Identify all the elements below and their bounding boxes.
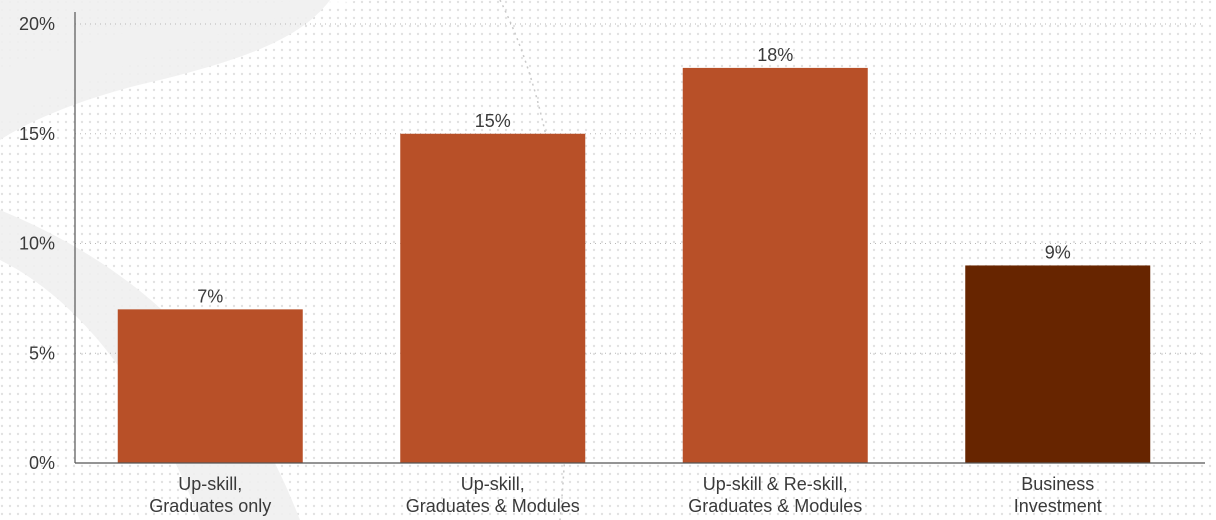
data-label: 9% [1045, 242, 1071, 262]
swoosh-shape [0, 0, 330, 140]
y-tick-label: 20% [19, 14, 55, 34]
y-tick-label: 10% [19, 234, 55, 254]
data-label: 7% [197, 286, 223, 306]
y-tick-label: 0% [29, 453, 55, 473]
x-category-label: Up-skill, Graduates only [149, 474, 271, 516]
gridlines [75, 23, 1205, 354]
data-label: 15% [475, 111, 511, 131]
bar [965, 265, 1151, 463]
axes [74, 12, 1205, 464]
bar [682, 67, 868, 464]
y-tick-label: 5% [29, 343, 55, 363]
x-category-label: Up-skill, Graduates & Modules [406, 474, 580, 516]
bar [117, 309, 303, 463]
bars [117, 67, 1151, 464]
bar [400, 133, 586, 463]
x-category-label: Business Investment [1014, 474, 1102, 516]
x-category-label: Up-skill & Re-skill, Graduates & Modules [688, 474, 862, 516]
data-label: 18% [757, 45, 793, 65]
y-tick-label: 15% [19, 124, 55, 144]
labels: 0% 5% 10% 15% 20% 7% Up-skill, Graduates only 15… [19, 14, 1102, 516]
